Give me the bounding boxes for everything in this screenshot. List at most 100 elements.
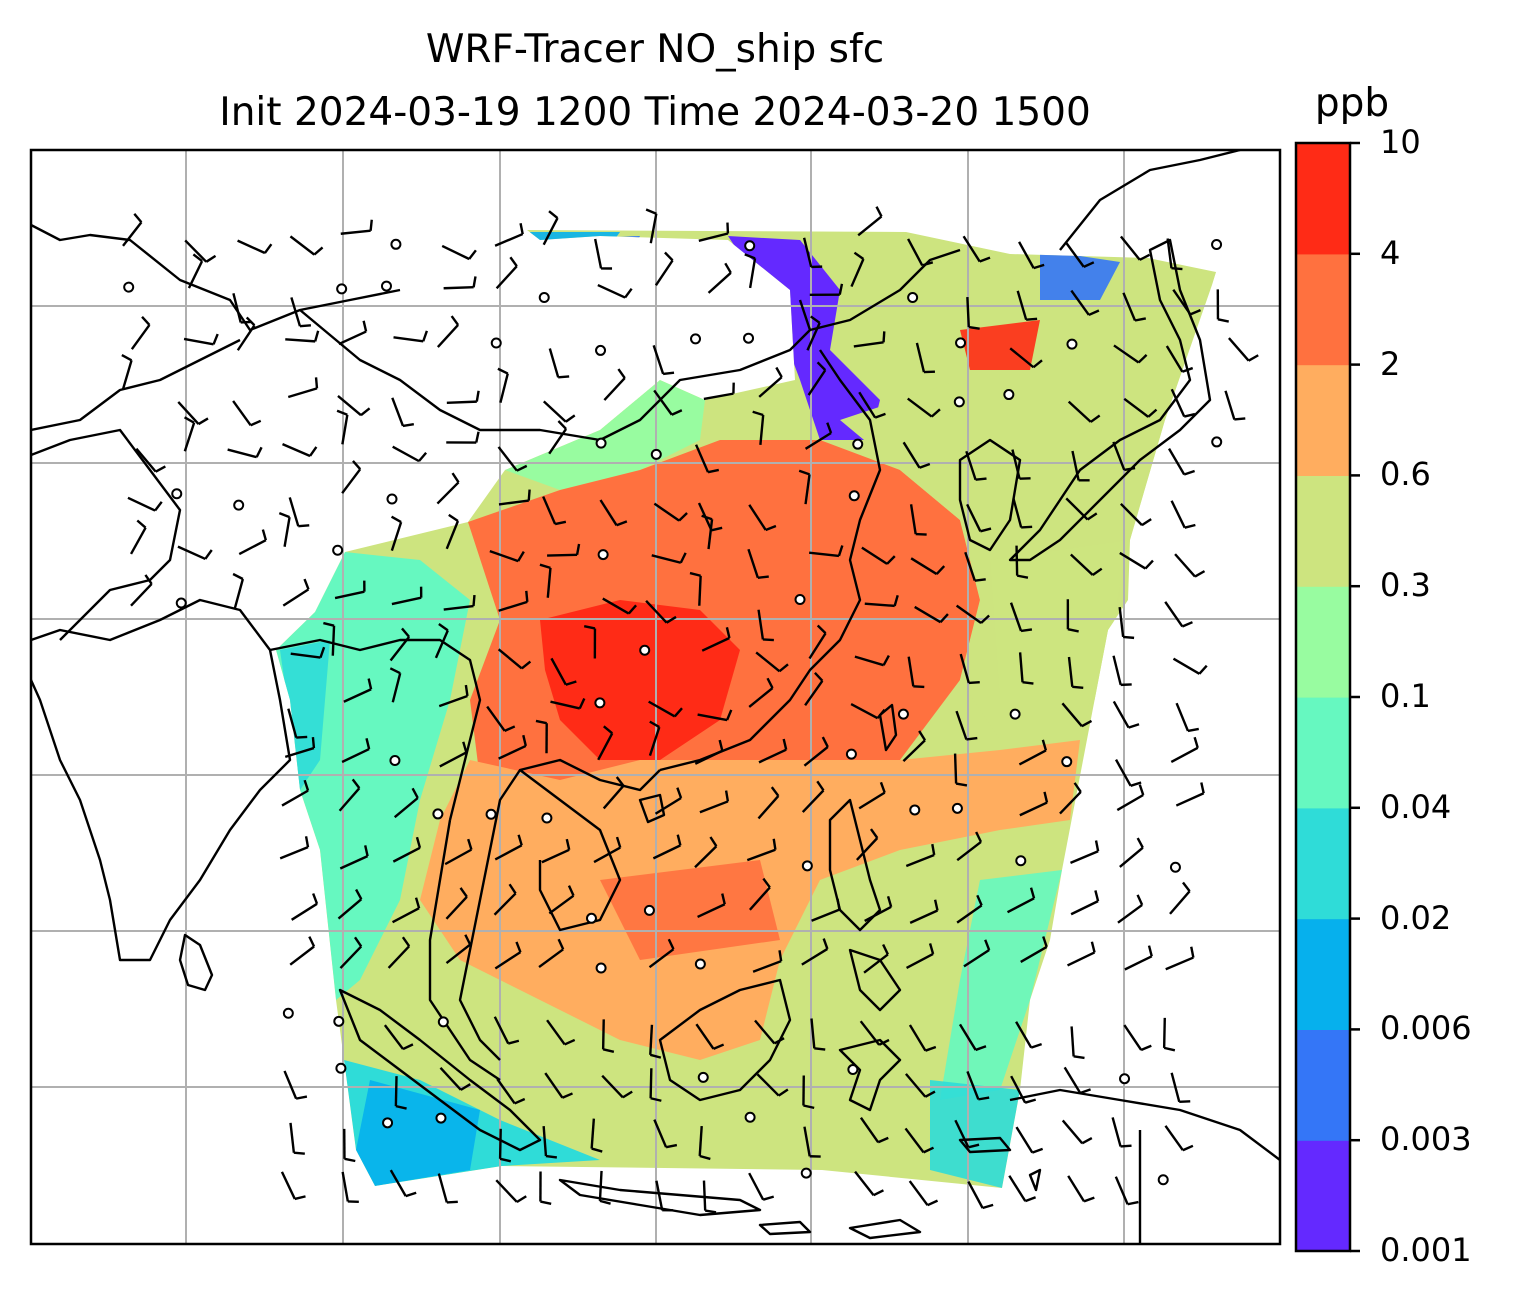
calm-marker (171, 488, 183, 500)
calm-marker (694, 958, 706, 970)
wind-barb-flag (757, 575, 769, 579)
wind-barb-flag (649, 720, 660, 729)
wind-barb-flag (296, 735, 308, 739)
wind-barb (390, 521, 403, 552)
wind-barb (1020, 945, 1048, 963)
wind-barb (1114, 1176, 1129, 1205)
calm-marker (432, 808, 444, 820)
wind-barb (1164, 1125, 1184, 1151)
wind-barb (1164, 601, 1184, 628)
figure-title: WRF-Tracer NO_ship sfc (425, 27, 885, 72)
colorbar-tick-label: 10 (1380, 123, 1421, 161)
wind-barb (494, 951, 522, 970)
wind-barb-flag (312, 893, 319, 905)
colorbar-bin (1296, 475, 1350, 587)
wind-barb (494, 232, 524, 247)
wind-barb-flag (725, 627, 731, 639)
wind-barb-flag (886, 555, 896, 565)
wind-barb-flag (876, 708, 886, 719)
wind-barb-flag (664, 251, 674, 262)
wind-barb (810, 1018, 816, 1049)
wind-barb (496, 1078, 516, 1105)
wind-barb-flag (365, 738, 371, 750)
wind-barb-flag (1217, 318, 1229, 323)
colorbar-tick-label: 0.1 (1380, 677, 1431, 715)
wind-barb (177, 545, 206, 561)
wind-barb-flag (665, 615, 677, 624)
wind-barb (1006, 897, 1035, 914)
wind-barb-flag (704, 1209, 717, 1214)
calm-marker (386, 493, 398, 505)
coastline-segment (878, 703, 898, 752)
colorbar-bin (1296, 253, 1350, 366)
coastline-segment (758, 1220, 812, 1236)
wind-barb (338, 330, 367, 346)
wind-barb-flag (869, 828, 879, 839)
wind-barb-flag (355, 888, 363, 900)
wind-barb (283, 516, 291, 547)
wind-barb-flag (250, 419, 262, 427)
colorbar-tick-label: 0.02 (1380, 898, 1452, 937)
calm-marker (595, 344, 607, 356)
wind-barb-flag (1120, 1144, 1132, 1148)
wind-barb (1170, 1072, 1181, 1103)
wind-barb-flag (263, 243, 273, 254)
wind-barb-flag (1016, 574, 1029, 579)
wind-barb-flag (982, 1203, 994, 1210)
wind-barb-flag (671, 409, 683, 416)
coastline-segment (1008, 238, 1212, 562)
wind-barb (597, 283, 626, 299)
wind-barb-flag (974, 578, 986, 582)
wind-barb-flag (303, 578, 310, 590)
wind-barb-flag (422, 330, 429, 342)
wind-barb (1067, 1175, 1086, 1202)
wind-barb (541, 848, 570, 864)
wind-barb-flag (984, 939, 991, 951)
wind-barb-flag (1138, 784, 1145, 796)
wind-barb-flag (707, 468, 720, 474)
wind-barb-flag (616, 520, 628, 527)
wind-barb-flag (205, 254, 217, 263)
field-region-sichuan-basin (540, 600, 740, 760)
wind-barb (446, 400, 477, 405)
wind-barb-flag (822, 938, 829, 950)
wind-barb (495, 1179, 518, 1203)
wind-barb (808, 551, 840, 558)
wind-barb-flag (955, 782, 968, 787)
wind-barb (955, 604, 982, 624)
wind-barb (1117, 903, 1143, 924)
wind-barb-flag (1163, 1046, 1176, 1052)
wind-barb-flag (1092, 567, 1103, 576)
wind-barb-flag (295, 1095, 308, 1100)
coastline-segment (458, 758, 661, 1061)
wind-barb (962, 235, 981, 263)
wind-barb (391, 397, 405, 427)
wind-barb (237, 239, 266, 255)
wind-barb (1008, 1175, 1027, 1202)
wind-barb (236, 324, 256, 351)
wind-barb-flag (1090, 941, 1096, 953)
wind-barb-flag (1147, 408, 1158, 418)
wind-barb (494, 844, 523, 861)
wind-barb (1071, 450, 1080, 481)
calm-marker (690, 333, 702, 345)
wind-barb-flag (583, 625, 596, 630)
wind-barb-flag (499, 1157, 512, 1163)
coastline-segment (1009, 1088, 1280, 1161)
wind-barb (1067, 656, 1074, 687)
wind-barb (493, 892, 517, 916)
coastline-segment (519, 769, 622, 932)
wind-barb-flag (515, 941, 522, 953)
calm-marker (1119, 1073, 1131, 1085)
wind-barb-flag (701, 514, 713, 521)
wind-barb (287, 708, 298, 738)
wind-barb (122, 221, 143, 247)
wind-barb (443, 604, 474, 611)
wind-barb (806, 322, 821, 351)
wind-barb-flag (930, 408, 941, 418)
wind-barb (909, 909, 939, 924)
wind-barb (590, 1118, 596, 1149)
wind-barb (1172, 657, 1200, 675)
wind-barb (803, 1126, 811, 1157)
wind-barb (291, 902, 318, 921)
